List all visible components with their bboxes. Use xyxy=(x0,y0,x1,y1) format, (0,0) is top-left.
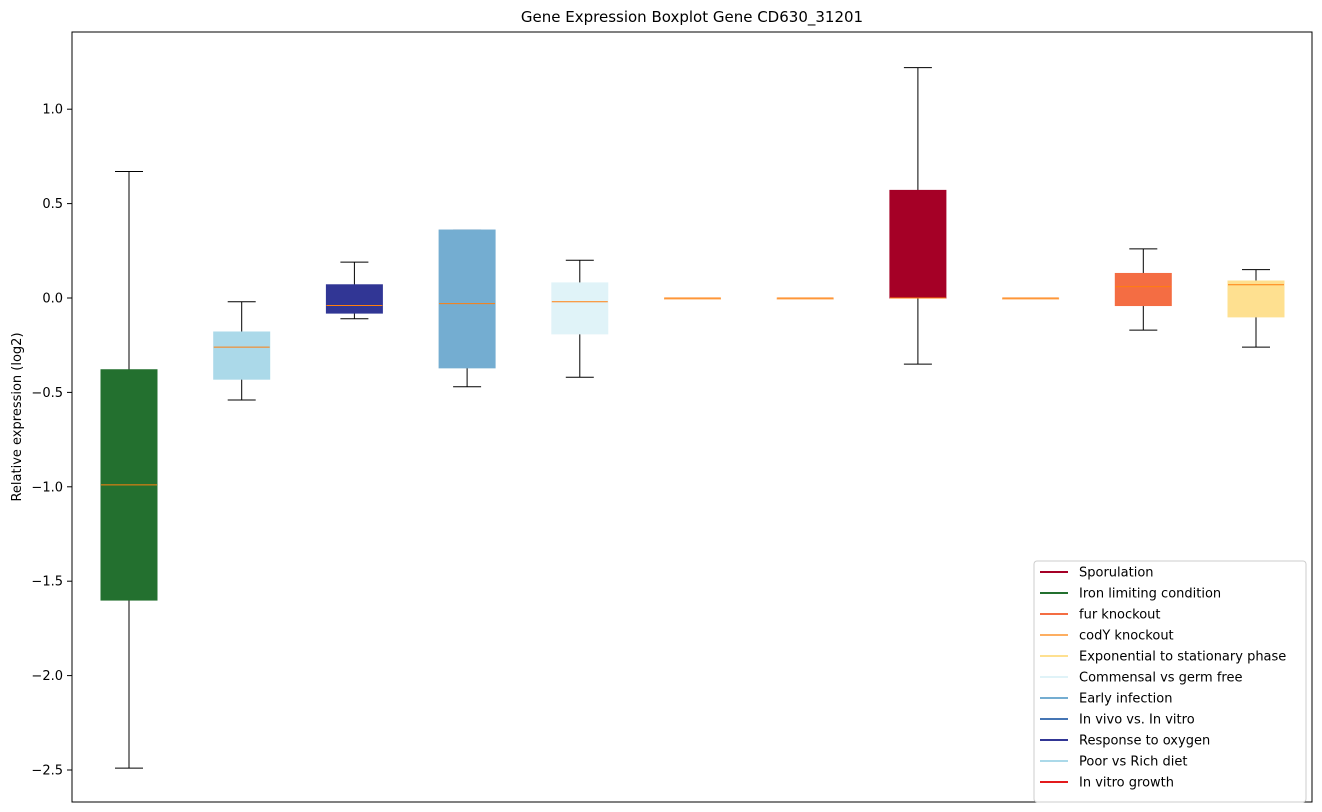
box-group xyxy=(1114,248,1172,331)
box-group xyxy=(438,229,496,388)
legend-label: Commensal vs germ free xyxy=(1079,671,1242,686)
legend-label: codY knockout xyxy=(1079,629,1174,644)
legend-frame xyxy=(1033,560,1307,803)
legend-label: Iron limiting condition xyxy=(1079,587,1221,602)
box xyxy=(889,189,947,299)
legend-item: codY knockout xyxy=(1040,629,1174,644)
legend-label: Response to oxygen xyxy=(1079,734,1210,749)
legend-item: In vitro growth xyxy=(1040,776,1174,791)
box xyxy=(325,284,383,314)
box-group xyxy=(776,297,834,300)
box-group xyxy=(1227,269,1285,348)
legend-item: Sporulation xyxy=(1040,566,1154,581)
legend-item: Iron limiting condition xyxy=(1040,587,1221,602)
plot-area xyxy=(100,67,1285,769)
legend-label: Sporulation xyxy=(1079,566,1154,581)
box-group xyxy=(889,67,947,365)
legend-item: Exponential to stationary phase xyxy=(1040,650,1286,665)
legend-label: Early infection xyxy=(1079,692,1172,707)
plot-frame xyxy=(71,31,1313,803)
legend-item: Early infection xyxy=(1040,692,1172,707)
box-group xyxy=(213,301,271,401)
y-tick-label: −0.5 xyxy=(31,386,63,401)
box xyxy=(1114,272,1172,307)
box-group xyxy=(1002,297,1060,300)
y-tick-label: 1.0 xyxy=(42,103,63,118)
y-tick-label: 0.0 xyxy=(42,292,63,307)
legend-label: Poor vs Rich diet xyxy=(1079,755,1187,770)
legend-item: Poor vs Rich diet xyxy=(1040,755,1187,770)
y-tick-label: 0.5 xyxy=(42,197,63,212)
legend-item: In vivo vs. In vitro xyxy=(1040,713,1195,728)
legend-label: In vivo vs. In vitro xyxy=(1079,713,1195,728)
legend-label: fur knockout xyxy=(1079,608,1161,623)
box xyxy=(213,331,271,380)
box-group xyxy=(664,297,721,300)
box-group xyxy=(325,261,383,320)
chart-title: Gene Expression Boxplot Gene CD630_31201 xyxy=(521,8,863,27)
legend: Sporulation Iron limiting condition fur kn… xyxy=(1033,560,1307,803)
box xyxy=(438,229,496,369)
legend-label: In vitro growth xyxy=(1079,776,1174,791)
box xyxy=(551,282,609,335)
legend-item: Response to oxygen xyxy=(1040,734,1210,749)
y-tick-label: −2.5 xyxy=(31,764,63,779)
y-tick-label: −2.0 xyxy=(31,669,63,684)
y-axis-title: Relative expression (log2) xyxy=(10,332,25,501)
y-tick-label: −1.5 xyxy=(31,575,63,590)
box-group xyxy=(100,171,158,769)
legend-item: Commensal vs germ free xyxy=(1040,671,1242,686)
y-tick-label: −1.0 xyxy=(31,480,63,495)
legend-item: fur knockout xyxy=(1040,608,1161,623)
legend-label: Exponential to stationary phase xyxy=(1079,650,1286,665)
box xyxy=(1227,280,1285,318)
y-axis: 1.0 0.5 0.0 −0.5 −1.0 −1.5 −2.0 −2.5 xyxy=(31,103,72,779)
box-group xyxy=(551,259,609,378)
